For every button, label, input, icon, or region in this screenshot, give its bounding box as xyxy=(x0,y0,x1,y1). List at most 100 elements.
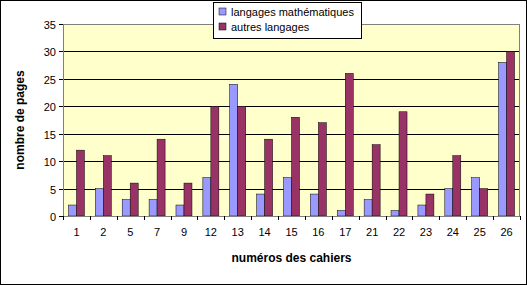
x-tick xyxy=(386,216,387,220)
x-tick xyxy=(305,216,306,220)
grid-line xyxy=(63,79,520,80)
bar xyxy=(292,117,300,216)
bar xyxy=(453,156,461,216)
x-tick xyxy=(466,216,467,220)
bar xyxy=(211,106,219,216)
y-tick xyxy=(59,189,63,190)
x-tick xyxy=(224,216,225,220)
bar xyxy=(103,156,111,216)
bar xyxy=(472,178,480,216)
x-tick-label: 13 xyxy=(232,226,244,238)
y-tick-label: 30 xyxy=(44,46,56,58)
y-tick-label: 35 xyxy=(44,19,56,31)
x-tick-label: 2 xyxy=(100,226,106,238)
x-tick-label: 16 xyxy=(312,226,324,238)
bar xyxy=(426,194,434,216)
bar xyxy=(445,189,453,216)
y-tick-label: 5 xyxy=(50,184,56,196)
bar xyxy=(345,73,353,216)
bar xyxy=(265,139,273,216)
x-tick xyxy=(278,216,279,220)
bar xyxy=(499,62,507,216)
x-tick xyxy=(90,216,91,220)
legend-box xyxy=(214,3,362,39)
bar xyxy=(257,194,265,216)
bar xyxy=(391,211,399,216)
bar xyxy=(399,112,407,216)
plot-background xyxy=(63,24,520,216)
chart-frame xyxy=(1,1,527,285)
x-tick xyxy=(520,216,521,220)
legend-swatch xyxy=(219,23,226,30)
bar xyxy=(507,51,515,216)
x-tick xyxy=(412,216,413,220)
bar xyxy=(364,200,372,216)
plot-frame xyxy=(64,25,520,217)
x-tick xyxy=(332,216,333,220)
bar xyxy=(372,145,380,216)
x-tick-label: 24 xyxy=(447,226,459,238)
y-tick-label: 20 xyxy=(44,101,56,113)
x-tick xyxy=(197,216,198,220)
bar xyxy=(203,178,211,216)
bar xyxy=(130,183,138,216)
x-tick-label: 22 xyxy=(393,226,405,238)
bar xyxy=(157,139,165,216)
x-tick-label: 7 xyxy=(154,226,160,238)
x-tick-label: 14 xyxy=(258,226,270,238)
y-tick xyxy=(59,134,63,135)
x-tick-label: 17 xyxy=(339,226,351,238)
bar xyxy=(95,189,103,216)
bar xyxy=(76,150,84,216)
x-tick xyxy=(251,216,252,220)
y-tick xyxy=(59,51,63,52)
bar xyxy=(337,211,345,216)
bar xyxy=(184,183,192,216)
bar xyxy=(238,106,246,216)
bar xyxy=(418,205,426,216)
y-tick-label: 10 xyxy=(44,156,56,168)
legend-label: langages mathématiques xyxy=(231,6,354,18)
grid-line xyxy=(63,51,520,52)
bar xyxy=(68,205,76,216)
x-tick xyxy=(63,216,64,220)
y-tick xyxy=(59,216,63,217)
y-tick xyxy=(59,106,63,107)
legend: langages mathématiques autres langages xyxy=(214,3,362,39)
x-tick-label: 9 xyxy=(181,226,187,238)
bar xyxy=(310,194,318,216)
y-tick-label: 15 xyxy=(44,129,56,141)
x-tick xyxy=(439,216,440,220)
bars xyxy=(68,51,514,216)
x-tick xyxy=(117,216,118,220)
y-tick-label: 0 xyxy=(50,211,56,223)
y-tick-label: 25 xyxy=(44,74,56,86)
x-tick-label: 5 xyxy=(127,226,133,238)
bar xyxy=(176,205,184,216)
y-tick xyxy=(59,161,63,162)
x-axis-title: numéros des cahiers xyxy=(231,251,351,265)
x-tick-label: 23 xyxy=(420,226,432,238)
legend-swatch xyxy=(219,8,226,15)
x-tick xyxy=(171,216,172,220)
x-tick xyxy=(493,216,494,220)
y-tick xyxy=(59,24,63,25)
bar xyxy=(149,200,157,216)
x-tick-label: 21 xyxy=(366,226,378,238)
x-tick-label: 26 xyxy=(500,226,512,238)
y-tick xyxy=(59,79,63,80)
bar xyxy=(122,200,130,216)
x-tick-label: 25 xyxy=(474,226,486,238)
grid-line xyxy=(63,106,520,107)
y-axis-title: nombre de pages xyxy=(13,70,27,170)
x-tick-label: 1 xyxy=(73,226,79,238)
chart: 0510152025303512579121314151617212223242… xyxy=(0,0,527,285)
bar xyxy=(284,178,292,216)
legend-label: autres langages xyxy=(231,21,310,33)
x-tick-label: 15 xyxy=(285,226,297,238)
bar xyxy=(230,84,238,216)
bar xyxy=(480,189,488,216)
x-tick xyxy=(144,216,145,220)
x-tick xyxy=(359,216,360,220)
x-tick-label: 12 xyxy=(205,226,217,238)
